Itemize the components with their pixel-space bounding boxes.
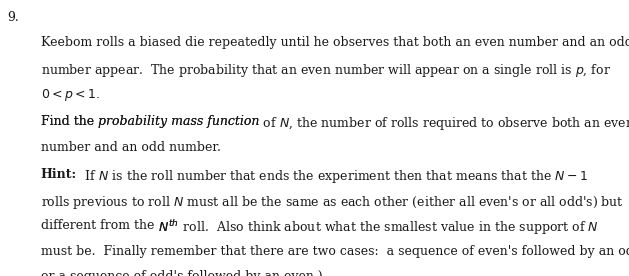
Text: Find the: Find the	[41, 115, 98, 128]
Text: number appear.  The probability that an even number will appear on a single roll: number appear. The probability that an e…	[41, 62, 611, 79]
Text: Keebom rolls a biased die repeatedly until he observes that both an even number : Keebom rolls a biased die repeatedly unt…	[41, 36, 629, 49]
Text: 9.: 9.	[8, 11, 19, 24]
Text: of $N$, the number of rolls required to observe both an even: of $N$, the number of rolls required to …	[259, 115, 629, 132]
Text: must be.  Finally remember that there are two cases:  a sequence of even's follo: must be. Finally remember that there are…	[41, 245, 629, 258]
Text: probability mass function: probability mass function	[98, 115, 259, 128]
Text: $0 < p < 1.$: $0 < p < 1.$	[41, 87, 100, 103]
Text: or a sequence of odd's followed by an even.): or a sequence of odd's followed by an ev…	[41, 270, 323, 276]
Text: different from the: different from the	[41, 219, 159, 232]
Text: If $N$ is the roll number that ends the experiment then that means that the $N-1: If $N$ is the roll number that ends the …	[77, 168, 588, 185]
Text: $N^{th}$: $N^{th}$	[159, 219, 179, 235]
Text: number and an odd number.: number and an odd number.	[41, 140, 221, 153]
Text: Hint:: Hint:	[41, 168, 77, 182]
Text: $N^{th}$: $N^{th}$	[159, 219, 179, 235]
Text: rolls previous to roll $N$ must all be the same as each other (either all even's: rolls previous to roll $N$ must all be t…	[41, 194, 624, 211]
Text: probability mass function: probability mass function	[98, 115, 259, 128]
Text: roll.  Also think about what the smallest value in the support of $N$: roll. Also think about what the smallest…	[179, 219, 599, 236]
Text: Find the: Find the	[41, 115, 98, 128]
